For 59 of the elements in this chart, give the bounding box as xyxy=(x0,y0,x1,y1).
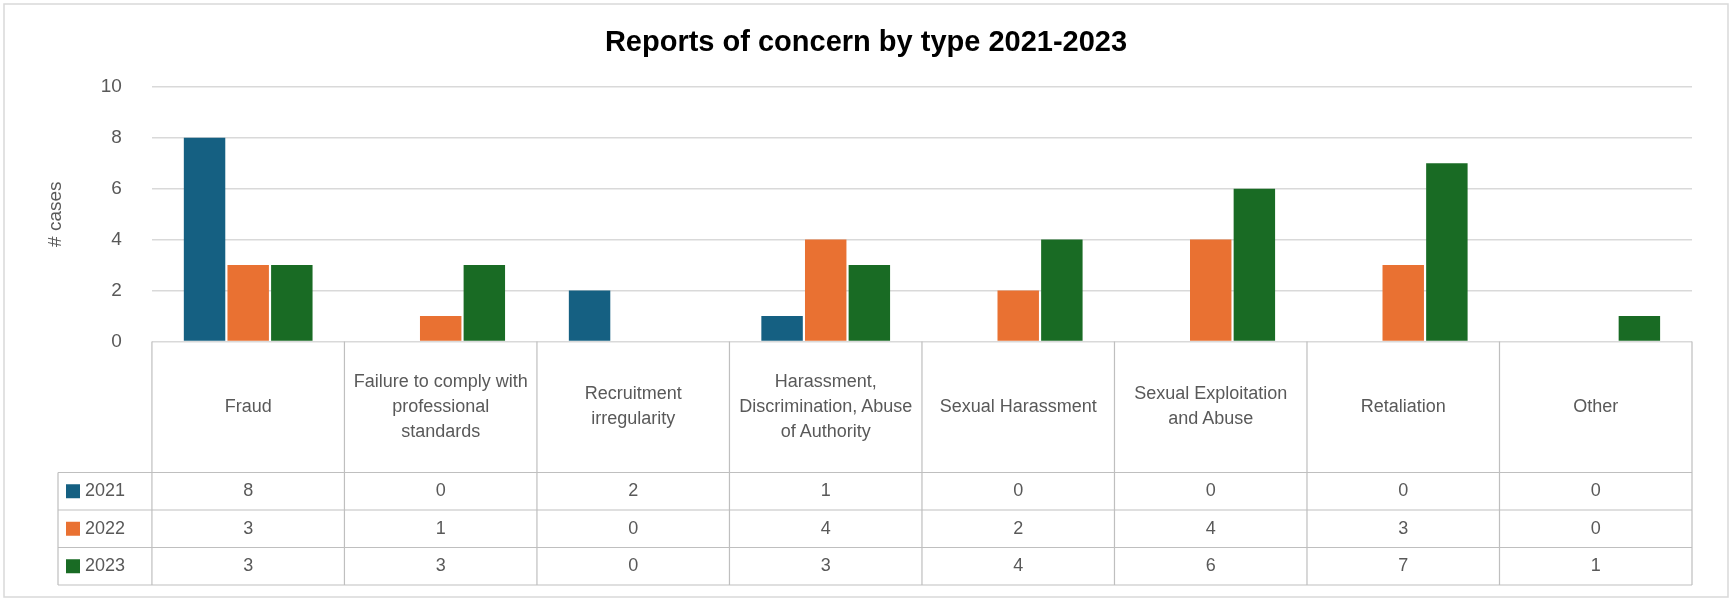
x-tick-label: Retaliation xyxy=(1360,395,1446,416)
bar xyxy=(997,290,1039,341)
data-label: 4 xyxy=(1013,555,1024,576)
x-tick-label: Sexual Harassment xyxy=(939,395,1097,416)
bar xyxy=(1190,239,1232,341)
data-label: 3 xyxy=(820,555,831,576)
legend-label: 2023 xyxy=(85,555,126,576)
data-label: 0 xyxy=(1013,480,1024,501)
data-label: 3 xyxy=(243,517,254,538)
data-label: 0 xyxy=(1398,480,1409,501)
y-tick-label: 8 xyxy=(111,125,122,147)
data-label: 0 xyxy=(435,480,446,501)
x-tick-label: Recruitment irregularity xyxy=(584,383,682,429)
y-tick-label: 6 xyxy=(111,176,122,198)
data-label: 4 xyxy=(820,517,831,538)
bar xyxy=(568,290,611,341)
data-label: 3 xyxy=(1398,517,1409,538)
x-tick-label: Sexual Exploitation and Abuse xyxy=(1134,383,1288,429)
data-label: 0 xyxy=(1205,480,1216,501)
bar xyxy=(1041,239,1083,341)
y-tick-label: 10 xyxy=(100,75,122,97)
data-label: 0 xyxy=(628,555,639,576)
bar xyxy=(1618,316,1661,341)
data-label: 6 xyxy=(1205,555,1216,576)
data-label: 3 xyxy=(435,555,446,576)
x-tick-label: Other xyxy=(1573,395,1619,416)
data-label: 1 xyxy=(820,480,831,501)
data-label: 0 xyxy=(1590,517,1601,538)
x-tick-label: Failure to comply with professional standards xyxy=(353,370,528,441)
bar xyxy=(463,265,506,341)
bar xyxy=(848,265,891,341)
bar xyxy=(227,265,269,341)
x-tick-label: Fraud xyxy=(224,395,272,416)
bar xyxy=(1382,265,1424,341)
data-label: 3 xyxy=(243,555,254,576)
data-label: 7 xyxy=(1398,555,1409,576)
data-label: 4 xyxy=(1205,517,1216,538)
data-label: 0 xyxy=(1590,480,1601,501)
data-label: 0 xyxy=(628,517,639,538)
legend-label: 2021 xyxy=(85,480,126,501)
data-label: 2 xyxy=(628,480,639,501)
data-label: 2 xyxy=(1013,517,1024,538)
bar xyxy=(804,239,847,341)
legend-label: 2022 xyxy=(85,517,126,538)
bar xyxy=(1426,163,1468,341)
chart-title: Reports of concern by type 2021-2023 xyxy=(604,25,1128,58)
bar xyxy=(271,265,313,341)
bar xyxy=(419,316,462,341)
y-tick-label: 0 xyxy=(111,329,122,351)
y-tick-label: 4 xyxy=(111,227,123,249)
bar xyxy=(183,137,226,341)
data-label: 1 xyxy=(435,517,446,538)
bar xyxy=(1233,188,1276,341)
y-axis-title: # cases xyxy=(43,181,65,247)
bar xyxy=(761,316,803,341)
data-label: 1 xyxy=(1590,555,1601,576)
x-tick-label: Harassment, Discrimination, Abuse of Authority xyxy=(739,370,913,441)
y-tick-label: 2 xyxy=(111,278,122,300)
data-label: 8 xyxy=(243,480,254,501)
